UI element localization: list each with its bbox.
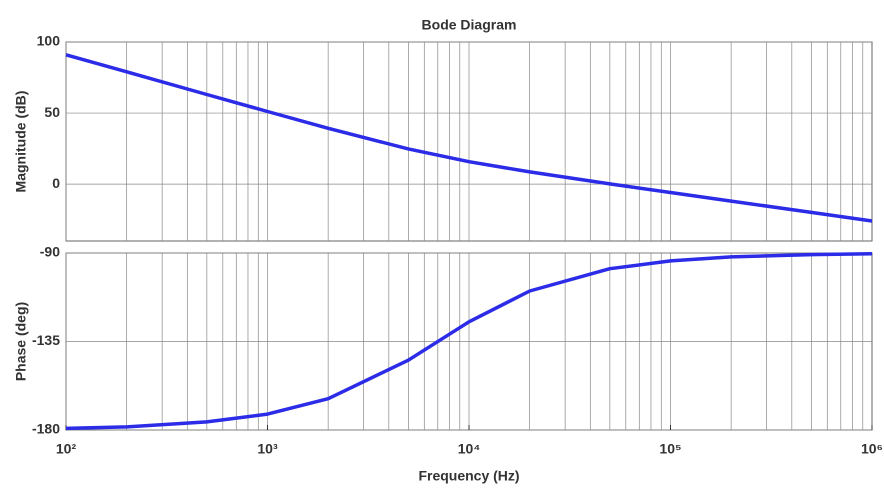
x-tick-label: 10³ [257,441,278,457]
y-tick-label: -90 [40,244,60,260]
y-tick-label: -180 [32,421,60,437]
y-tick-label: 50 [44,104,60,120]
x-tick-label: 10⁶ [861,441,883,457]
x-axis-label: Frequency (Hz) [418,468,519,484]
x-tick-label: 10⁴ [458,441,481,457]
x-tick-label: 10⁵ [659,441,681,457]
chart: Bode Diagram Frequency (Hz) 0 50 100 Magnit… [0,0,884,489]
y-tick-label: 100 [37,33,61,49]
chart-title: Bode Diagram [422,17,517,33]
y-axis-label: Magnitude (dB) [13,91,29,193]
y-axis-label: Phase (deg) [13,302,29,381]
y-tick-label: -135 [32,332,60,348]
y-tick-label: 0 [52,175,60,191]
x-tick-label: 10² [56,441,77,457]
